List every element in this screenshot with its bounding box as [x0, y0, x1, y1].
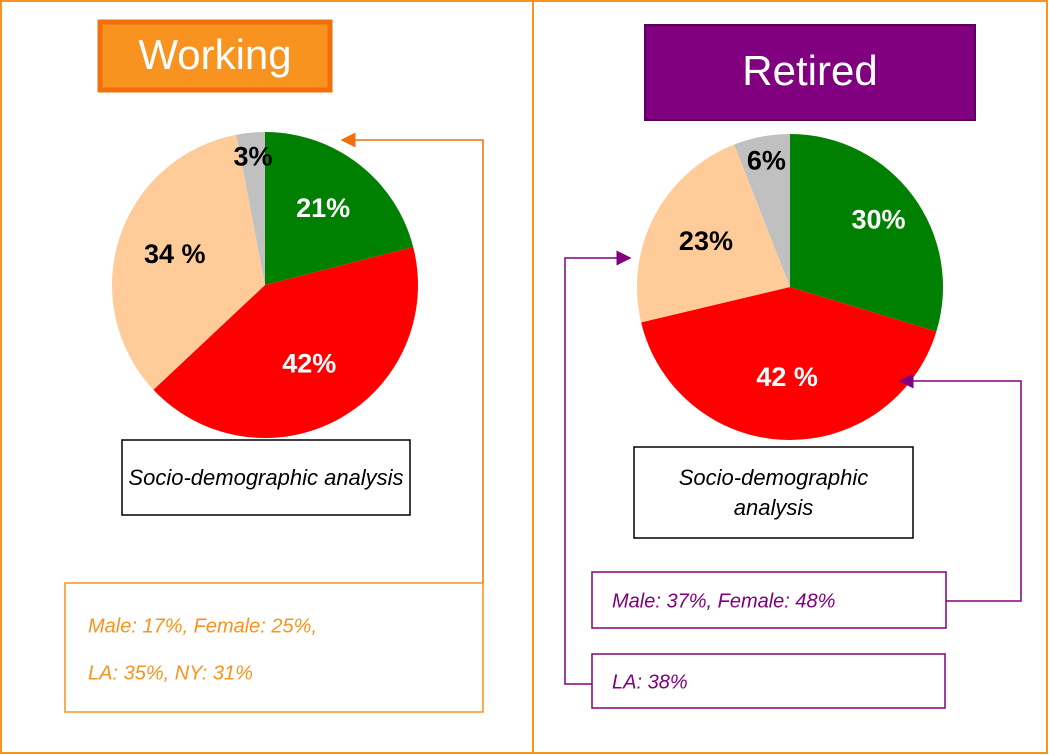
annotation: LA: 38%	[612, 671, 688, 693]
caption-box	[633, 446, 914, 539]
caption: Socio-demographic analysis	[678, 464, 869, 520]
title-box	[97, 19, 333, 93]
arrow	[340, 132, 484, 583]
annotation-box	[591, 571, 947, 629]
data-label: 6%	[747, 145, 786, 175]
data-label: 23%	[679, 226, 733, 256]
annotation-box	[591, 653, 946, 709]
annotation: Male: 17%, Female: 25%,	[88, 615, 317, 637]
pie-slice	[790, 134, 944, 332]
annotation-box	[64, 582, 484, 713]
annotation: Male: 37%, Female: 48%	[612, 590, 835, 612]
data-label: 42 %	[756, 362, 818, 392]
arrow	[898, 373, 1022, 602]
pie-slice	[265, 132, 414, 285]
data-label: 21%	[296, 193, 350, 223]
caption: Socio-demographic analysis	[128, 464, 404, 490]
caption-wrap: Socio-demographic analysis	[128, 464, 404, 490]
caption-box	[121, 439, 411, 516]
data-label: 34 %	[144, 239, 206, 269]
pie-slice	[641, 287, 937, 441]
arrow	[564, 250, 632, 685]
pie-slice	[734, 134, 790, 287]
caption-wrap: Socio-demographic analysis	[678, 464, 869, 520]
data-label: 30%	[851, 205, 905, 235]
title: Working	[138, 31, 291, 78]
pie-slice	[153, 246, 419, 439]
title: Retired	[742, 47, 877, 94]
pie-slice	[637, 144, 790, 323]
pie-slice	[236, 132, 265, 285]
pie-slice	[111, 134, 265, 390]
annotation: LA: 35%, NY: 31%	[88, 662, 253, 684]
title-box	[644, 24, 976, 121]
data-label: 3%	[234, 142, 273, 172]
data-label: 42%	[282, 349, 336, 379]
